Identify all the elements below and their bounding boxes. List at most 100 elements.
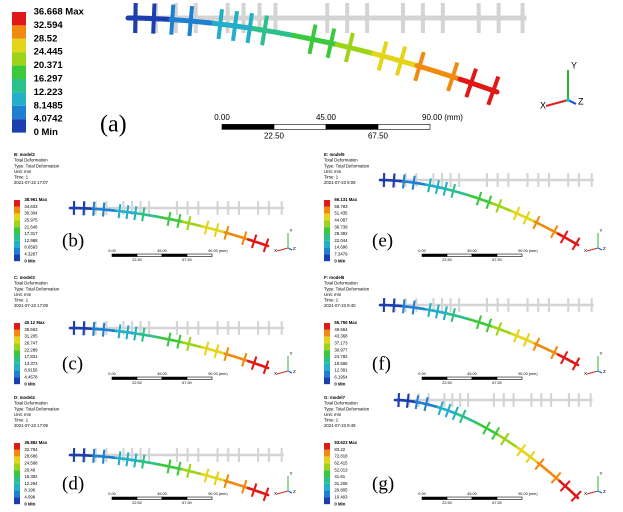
legend-label: 16.392 (24, 474, 38, 479)
deformed-rung (119, 324, 121, 338)
legend-label: 40.12 Max (24, 320, 45, 325)
deformed-rung (142, 455, 144, 469)
scale-segment (112, 497, 137, 500)
axis-x (587, 491, 598, 494)
legend-label: 12.988 (24, 238, 38, 243)
deformed-rung (119, 451, 121, 465)
legend-label: 72.818 (334, 454, 348, 459)
legend-swatch (14, 377, 20, 384)
legend-label: 14.696 (334, 245, 348, 250)
legend-swatch (12, 66, 26, 79)
axis-label: X (274, 371, 277, 376)
legend-label: 36.739 (334, 224, 348, 229)
axis-x (277, 491, 288, 494)
scale-segment (472, 377, 497, 380)
legend-swatch (324, 371, 330, 378)
legend-label: 18.586 (334, 361, 348, 366)
scale-label: 0.00 (214, 113, 230, 122)
scale-label: 45.00 (316, 113, 337, 122)
legend-label: 17.831 (24, 354, 38, 359)
deformed-rung (142, 207, 144, 221)
panel-header-line: 2021-07-23 9:49 (324, 423, 356, 428)
deformed-rung (171, 5, 173, 35)
axis-x (277, 248, 288, 251)
scale-label: 67.50 (182, 501, 192, 505)
legend-swatch (14, 450, 20, 457)
triad-origin (566, 98, 570, 102)
legend-swatch (14, 484, 20, 491)
scale-label: 67.50 (368, 132, 389, 141)
legend-swatch (324, 350, 330, 357)
legend-swatch (14, 323, 20, 330)
scale-segment (472, 497, 497, 500)
scale-segment (222, 124, 274, 129)
legend-swatch (324, 241, 330, 248)
panel-header-line: Time: 1 (14, 298, 29, 303)
legend-label: 4.0742 (34, 114, 63, 125)
legend-label: 20.49 (24, 467, 35, 472)
scale-segment (112, 377, 137, 380)
legend-swatch (12, 106, 26, 119)
legend-swatch (324, 227, 330, 234)
legend-swatch (12, 79, 26, 92)
axis-label: X (540, 100, 546, 110)
scale-segment (497, 497, 522, 500)
legend-label: 16.297 (34, 74, 63, 85)
legend-swatch (324, 323, 330, 330)
legend-label: 24.588 (24, 461, 38, 466)
panel-header-line: 2021-07-23 9:40 (324, 303, 356, 308)
scale-label: 22.50 (132, 258, 142, 262)
axis-label: Z (293, 489, 296, 494)
panel-header-line: D: model4 (14, 395, 35, 400)
legend-swatch (12, 92, 26, 105)
panel-label: (a) (100, 112, 127, 138)
legend-label: 43.368 (334, 334, 348, 339)
scale-segment (447, 254, 472, 257)
legend-swatch (12, 25, 26, 38)
panel-header-line: Time: 1 (324, 175, 339, 180)
legend-swatch (14, 241, 20, 248)
panel-header-line: Total Deformation (14, 281, 48, 286)
panel-header-line: Time: 1 (14, 418, 29, 423)
panel-header-line: E: model5 (324, 152, 345, 157)
axis-label: Y (290, 228, 293, 233)
legend-label: 7.3479 (334, 252, 348, 257)
legend-label: 83.22 (334, 447, 345, 452)
triad-origin (287, 247, 289, 249)
deformed-rung (168, 460, 171, 474)
legend-label: 22.289 (24, 347, 38, 352)
triad-origin (597, 247, 599, 249)
scale-label: 45.00 (157, 372, 167, 376)
axis-x (587, 248, 598, 251)
axis-x (546, 100, 568, 106)
axis-label: Z (603, 489, 606, 494)
triad-origin (597, 370, 599, 372)
scale-label: 90.00 (mm) (208, 372, 228, 376)
scale-label: 0.00 (418, 492, 425, 496)
deformed-rung (393, 299, 394, 313)
scale-segment (187, 497, 212, 500)
panel-header-line: Type: Total Deformation (324, 286, 370, 291)
panel-header-line: Total Deformation (14, 158, 48, 163)
legend-label: 36.668 Max (34, 7, 85, 18)
panel-header-line: Unit: mm (324, 169, 342, 174)
legend-swatch (12, 39, 26, 52)
axis-label: Y (571, 60, 577, 70)
panel-label: (c) (62, 353, 83, 374)
legend-swatch (324, 343, 330, 350)
legend-swatch (14, 357, 20, 364)
panel: 36.668 Max32.59428.5224.44520.37116.2971… (12, 3, 584, 141)
panel-header-line: 2021-07-23 9:09 (324, 180, 356, 185)
panel: G: model7Total DeformationType: Total De… (324, 393, 606, 506)
legend-label: 0 Min (334, 258, 345, 263)
legend-swatch (324, 463, 330, 470)
legend-label: 28.52 (34, 33, 58, 44)
legend-swatch (12, 12, 26, 25)
scale-label: 0.00 (108, 372, 115, 376)
legend-swatch (324, 254, 330, 261)
deformed-rung (103, 203, 104, 217)
legend-swatch (14, 497, 20, 504)
scale-segment (137, 254, 162, 257)
legend-swatch (324, 330, 330, 337)
scale-label: 90.00 (mm) (208, 492, 228, 496)
